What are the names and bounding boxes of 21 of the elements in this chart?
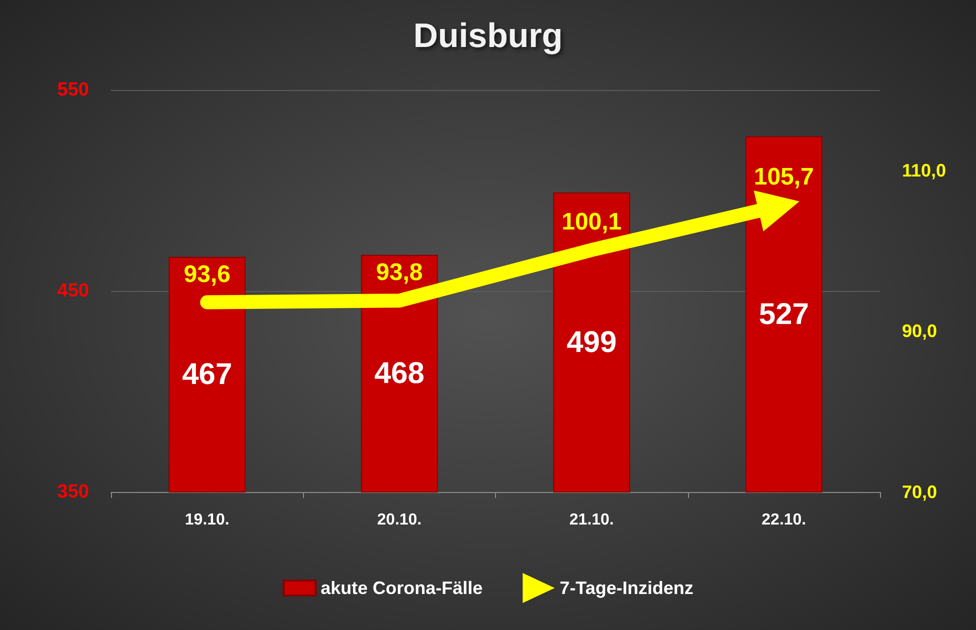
- data-label: 468: [374, 357, 424, 390]
- x-tick-label: 20.10.: [377, 512, 422, 528]
- y2-tick-label: 110,0: [902, 160, 946, 180]
- data-label: 467: [182, 358, 232, 392]
- y2-tick-label: 90,0: [902, 321, 938, 342]
- data-label: 499: [566, 326, 617, 360]
- data-label: 93,8: [376, 259, 423, 286]
- legend-label: akute Corona-Fälle: [320, 578, 483, 598]
- y-tick-label: 550: [57, 80, 89, 100]
- legend-label: 7-Tage-Inzidenz: [560, 578, 694, 598]
- x-tick-label: 22.10.: [762, 512, 806, 528]
- data-label: 100,1: [562, 208, 622, 236]
- data-label: 105,7: [754, 163, 814, 190]
- x-tick-label: 19.10.: [184, 512, 230, 528]
- y-tick-label: 450: [57, 280, 89, 302]
- data-label: 527: [758, 298, 809, 331]
- y2-tick-label: 70,0: [902, 482, 938, 502]
- data-label: 93,6: [184, 260, 230, 288]
- y-tick-label: 350: [57, 482, 89, 502]
- chart-title: Duisburg: [413, 17, 563, 55]
- x-tick-label: 21.10.: [569, 512, 614, 528]
